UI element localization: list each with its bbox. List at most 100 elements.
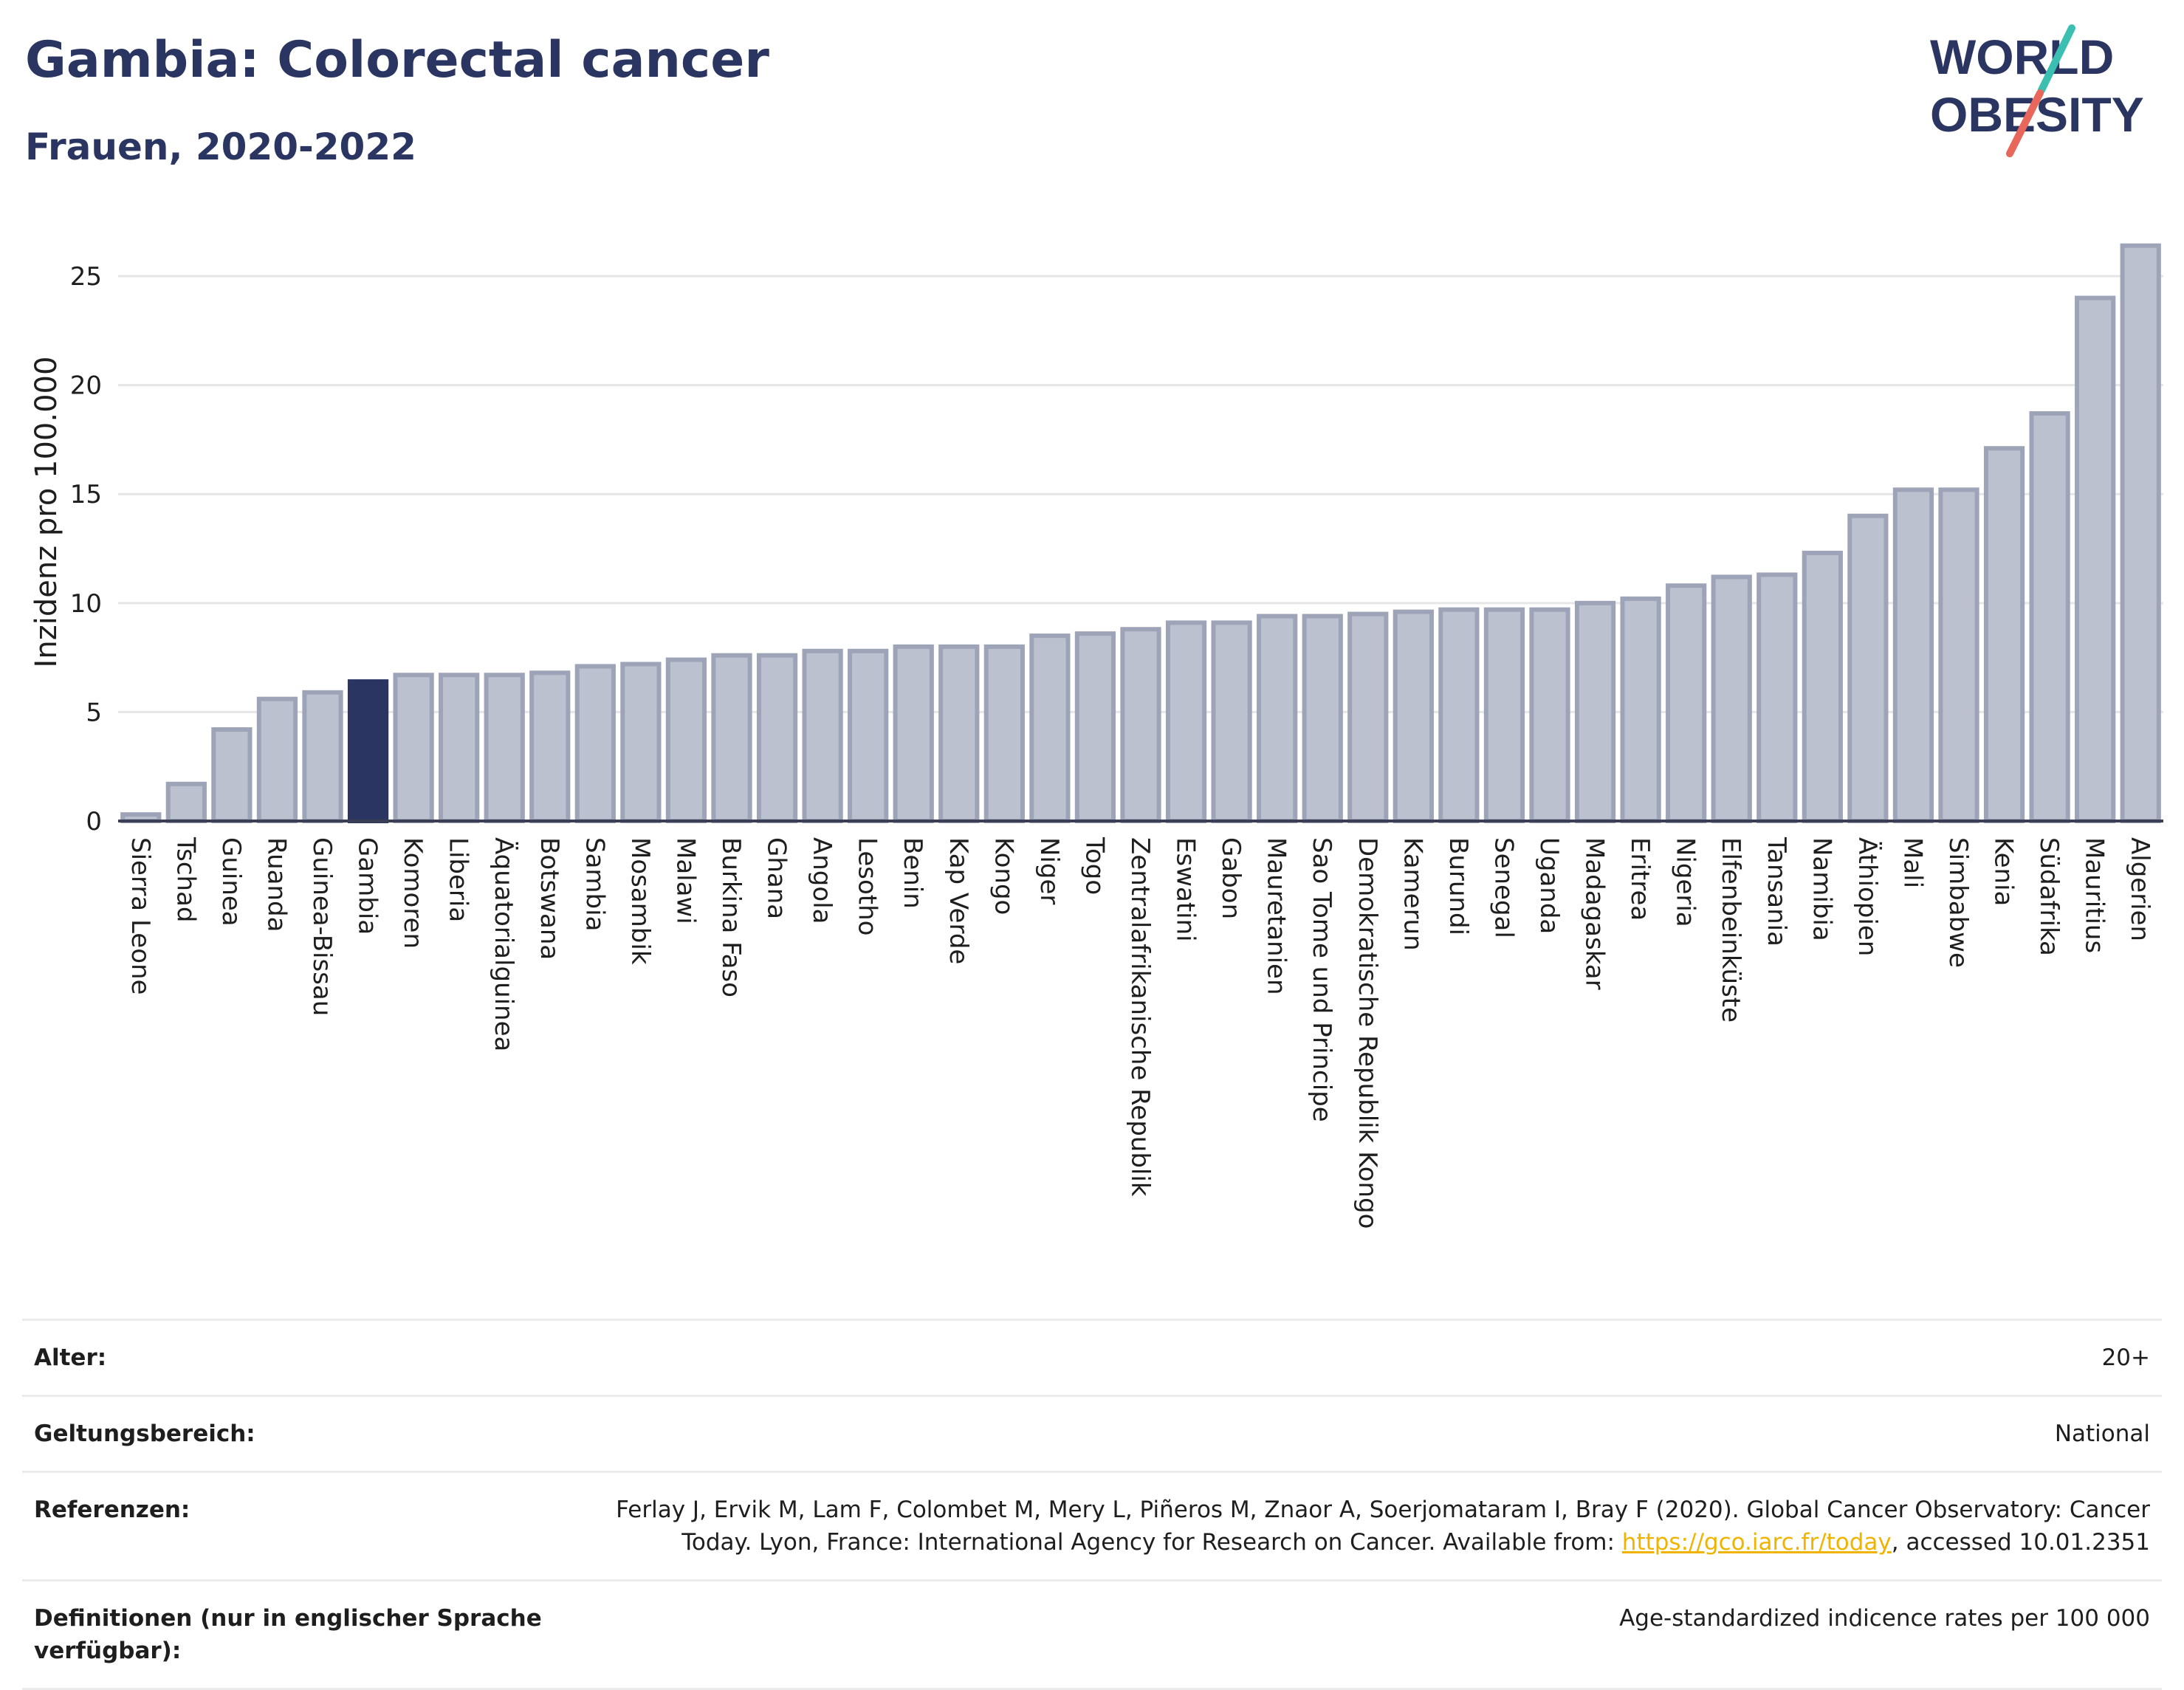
x-tick-label: Mauritius — [2080, 837, 2109, 953]
refs-link[interactable]: https://gco.iarc.fr/today — [1621, 1529, 1892, 1556]
bar — [1211, 620, 1252, 823]
y-tick-label: 25 — [70, 262, 102, 292]
y-axis-label: Inzidenz pro 100.000 — [30, 357, 63, 668]
bar — [1938, 487, 1979, 824]
meta-defs-label: Definitionen (nur in englischer Sprache … — [34, 1605, 542, 1664]
bar — [665, 657, 707, 824]
x-tick-label: Guinea-Bissau — [307, 837, 337, 1016]
bar — [1302, 614, 1343, 823]
x-tick-label: Äthiopien — [1852, 837, 1882, 956]
x-tick-label: Sambia — [580, 837, 609, 931]
x-tick-label: Burkina Faso — [716, 837, 746, 997]
bar — [211, 727, 253, 823]
bar — [1983, 446, 2025, 823]
x-tick-label: Gambia — [353, 837, 382, 935]
bar — [165, 781, 207, 823]
bar — [1620, 596, 1661, 824]
x-tick-label: Nigeria — [1671, 837, 1700, 927]
x-tick-label: Togo — [1079, 837, 1109, 895]
bar — [2029, 411, 2070, 823]
bar — [1892, 487, 1934, 824]
bar — [756, 653, 798, 823]
bar — [938, 644, 980, 824]
bar — [1757, 572, 1798, 823]
bar — [393, 673, 434, 824]
x-tick-label: Kongo — [989, 837, 1018, 915]
meta-refs-label: Referenzen: — [34, 1497, 190, 1523]
x-tick-label: Kamerun — [1398, 837, 1427, 951]
x-tick-label: Zentralafrikanische Republik — [1125, 837, 1155, 1197]
x-tick-label: Benin — [898, 837, 927, 909]
bar — [574, 664, 616, 823]
bar — [802, 648, 843, 823]
chart-subtitle: Frauen, 2020-2022 — [25, 126, 416, 168]
world-obesity-logo: WORLD OBESITY — [1930, 24, 2144, 157]
x-tick-label: Äquatorialguinea — [489, 837, 518, 1051]
bar — [529, 670, 571, 823]
bar — [1574, 600, 1616, 823]
x-tick-label: Eswatini — [1171, 837, 1201, 942]
y-tick-label: 10 — [70, 589, 102, 619]
logo-slash-red — [2006, 89, 2044, 157]
bar — [1074, 631, 1116, 823]
x-tick-label: Demokratische Republik Kongo — [1353, 837, 1382, 1229]
bar — [1483, 607, 1525, 823]
x-tick-label: Ghana — [762, 837, 791, 919]
meta-defs-value: Age-standardized indicence rates per 100… — [1619, 1605, 2150, 1632]
metadata-table: Alter: 20+ Geltungsbereich: National Ref… — [22, 1319, 2162, 1690]
bar — [1393, 609, 1434, 823]
refs-line2a: Today. Lyon, France: International Agenc… — [681, 1529, 1622, 1556]
bar — [1666, 583, 1707, 823]
x-tick-label: Guinea — [216, 837, 246, 927]
bar — [439, 673, 480, 824]
x-tick-label: Komoren — [398, 837, 427, 949]
x-tick-label: Eritrea — [1625, 837, 1655, 921]
x-tick-label: Lesotho — [853, 837, 882, 935]
meta-scope-value: National — [2054, 1421, 2150, 1447]
meta-age-label: Alter: — [34, 1344, 107, 1371]
meta-row-scope: Geltungsbereich: National — [22, 1395, 2162, 1471]
x-tick-label: Elfenbeinküste — [1716, 837, 1745, 1023]
x-tick-label: Kap Verde — [944, 837, 973, 964]
x-tick-label: Mauretanien — [1262, 837, 1291, 995]
bar — [1711, 574, 1752, 823]
bar — [1257, 614, 1298, 823]
bar — [302, 690, 343, 824]
x-tick-label: Sierra Leone — [126, 837, 155, 995]
x-tick-label: Madagaskar — [1580, 837, 1610, 990]
x-tick-label: Tschad — [171, 837, 200, 923]
x-tick-label: Angola — [807, 837, 837, 924]
x-tick-label: Namibia — [1807, 837, 1836, 941]
x-tick-label: Südafrika — [2034, 837, 2064, 956]
x-tick-label: Botswana — [535, 837, 564, 960]
bar — [1802, 550, 1843, 824]
x-tick-label: Burundi — [1443, 837, 1473, 935]
bar — [1120, 627, 1161, 824]
logo-line1: WORLD — [1930, 30, 2114, 84]
meta-row-refs: Referenzen: Ferlay J, Ervik M, Lam F, Co… — [22, 1471, 2162, 1579]
bar — [1529, 607, 1570, 823]
x-tick-label: Gabon — [1216, 837, 1246, 919]
logo-slash-teal — [2038, 24, 2075, 94]
bar — [1165, 620, 1207, 823]
x-tick-label: Algerien — [2125, 837, 2154, 941]
x-tick-label: Mosambik — [625, 837, 655, 965]
bar — [1438, 607, 1480, 823]
bar — [711, 653, 752, 823]
meta-refs-value: Ferlay J, Ervik M, Lam F, Colombet M, Me… — [616, 1494, 2150, 1559]
x-tick-label: Tansania — [1762, 837, 1791, 947]
bar — [484, 673, 525, 824]
x-tick-label: Niger — [1034, 837, 1064, 904]
meta-age-value: 20+ — [2101, 1344, 2150, 1371]
x-tick-label: Ruanda — [261, 837, 291, 932]
refs-line1: Ferlay J, Ervik M, Lam F, Colombet M, Me… — [616, 1497, 2150, 1523]
bar — [848, 648, 889, 823]
y-tick-label: 20 — [70, 371, 102, 401]
x-tick-label: Liberia — [444, 837, 473, 922]
bar — [347, 679, 389, 823]
bar — [983, 644, 1025, 824]
bar — [2075, 295, 2116, 823]
chart-title: Gambia: Colorectal cancer — [25, 31, 769, 89]
bar-chart: 0 5 10 15 20 25 Inzidenz pro 100.000 Sierra Leo… — [30, 243, 2163, 1229]
meta-row-age: Alter: 20+ — [22, 1319, 2162, 1395]
